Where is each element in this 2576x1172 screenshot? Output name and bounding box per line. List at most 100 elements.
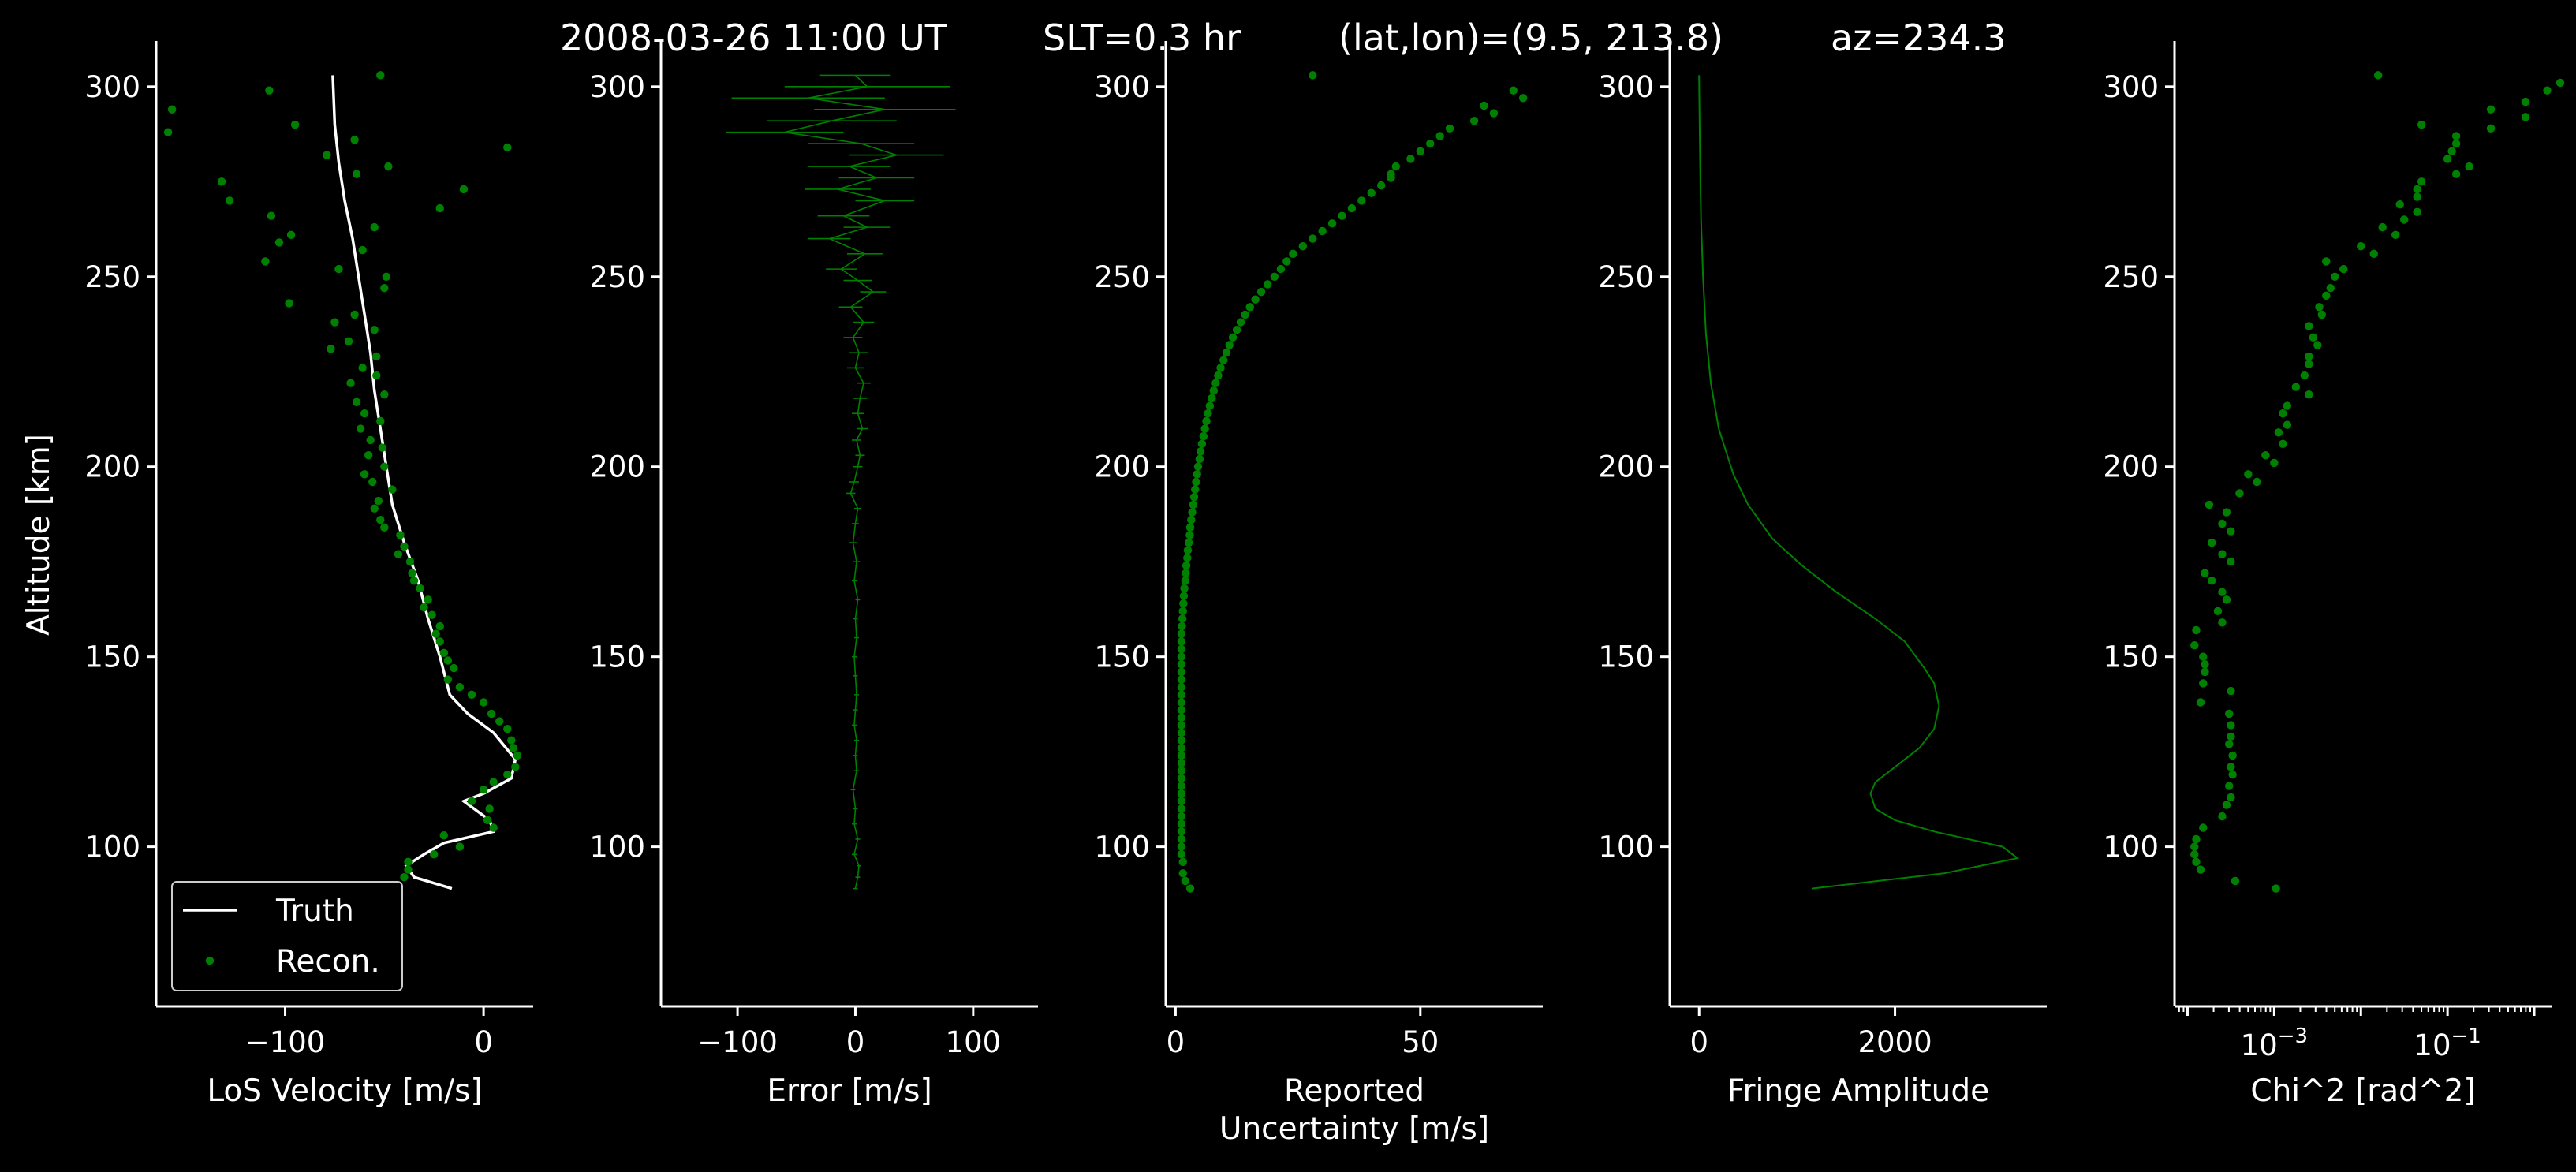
chart-panel-1: 100 150 200 250 300 −100 0 LoS Velocity [m/s] Al… (21, 41, 533, 1109)
data-point (2413, 192, 2421, 201)
y-tick-label: 150 (84, 640, 140, 674)
data-point (2451, 132, 2461, 140)
y-axis-label: Altitude [km] (21, 434, 57, 636)
data-point (2391, 230, 2400, 239)
data-point (439, 830, 448, 840)
data-point (2213, 607, 2223, 616)
data-point (1177, 728, 1186, 737)
data-point (217, 177, 226, 186)
data-point (405, 557, 415, 566)
y-tick-label: 200 (2103, 450, 2159, 484)
data-point (2279, 439, 2287, 449)
data-point (360, 409, 369, 418)
x-axis-label: Fringe Amplitude (1727, 1073, 1989, 1109)
data-point (1327, 219, 1337, 228)
data-point (2227, 763, 2235, 771)
y-tick-label: 150 (1094, 640, 1150, 674)
data-point (1289, 249, 1297, 259)
data-point (479, 698, 488, 707)
data-point (416, 584, 424, 593)
data-point (485, 804, 494, 813)
data-point (1445, 124, 1454, 133)
data-point (487, 709, 496, 719)
data-point (1214, 371, 1223, 380)
data-point (489, 823, 498, 832)
y-tick-label: 200 (84, 450, 140, 484)
data-point (2201, 569, 2209, 577)
x-axis-label: Uncertainty [m/s] (1219, 1111, 1489, 1147)
data-point (267, 211, 276, 220)
data-point (352, 170, 361, 178)
data-point (1177, 819, 1186, 828)
data-point (1189, 500, 1197, 509)
data-point (1509, 86, 1518, 95)
data-point (1205, 401, 1215, 410)
data-point (435, 203, 444, 213)
data-point (2222, 801, 2231, 809)
data-point (380, 284, 389, 293)
x-tick-label: 0 (1689, 1025, 1708, 1059)
data-point (400, 872, 409, 882)
x-axis-label: LoS Velocity [m/s] (207, 1073, 482, 1109)
data-point (2543, 86, 2552, 95)
data-point (455, 683, 465, 692)
y-tick-label: 100 (1094, 830, 1150, 864)
data-point (2331, 272, 2339, 281)
data-point (265, 86, 274, 95)
data-point (489, 778, 498, 786)
data-point (382, 272, 391, 281)
data-point (2486, 124, 2496, 133)
data-point (1192, 477, 1200, 487)
data-point (2291, 383, 2301, 391)
y-tick-label: 300 (2103, 70, 2159, 104)
data-point (372, 371, 381, 380)
data-point (285, 299, 293, 308)
data-point (2315, 303, 2324, 312)
data-point (1245, 303, 1254, 312)
title-latlon: (lat,lon)=(9.5, 213.8) (1338, 17, 1723, 59)
data-point (2322, 257, 2331, 266)
data-point (334, 264, 343, 274)
data-point (1347, 203, 1357, 213)
data-point (1177, 652, 1186, 661)
data-point (1469, 116, 1479, 125)
data-point (2451, 170, 2461, 178)
data-point (1406, 155, 1415, 163)
legend-recon-label: Recon. (276, 944, 380, 980)
data-point (2225, 782, 2234, 790)
data-point (408, 569, 416, 577)
data-point (1179, 592, 1189, 600)
data-point (2555, 78, 2565, 88)
data-point (384, 162, 393, 171)
data-point (1263, 280, 1272, 289)
data-point (2326, 284, 2335, 293)
x-tick-label: −100 (697, 1025, 778, 1059)
data-point (394, 550, 403, 558)
data-point (2227, 527, 2235, 536)
data-point (1256, 287, 1266, 297)
data-point (1178, 614, 1187, 623)
data-point (503, 770, 512, 779)
data-point (1177, 759, 1186, 767)
data-point (2283, 420, 2292, 429)
y-tick-label: 100 (84, 830, 140, 864)
data-point (1177, 789, 1186, 798)
chart-panel-4: 100 150 200 250 300 0 2000 Fringe Amplitude (1598, 41, 2047, 1109)
chart-panel-2: 100 150 200 250 300 −100 0 100 Error [m/s] (589, 41, 1038, 1109)
data-point (1200, 424, 1209, 433)
data-point (1181, 577, 1190, 585)
data-point (1204, 409, 1212, 418)
data-point (1211, 379, 1220, 387)
data-point (2231, 876, 2240, 886)
data-point (396, 531, 405, 539)
data-point (1185, 884, 1195, 893)
data-point (2413, 207, 2421, 217)
data-point (1178, 857, 1187, 867)
data-point (2339, 264, 2348, 274)
data-point (1178, 607, 1187, 616)
data-point (388, 485, 397, 494)
data-point (1193, 470, 1201, 479)
x-tick-label: 50 (1402, 1025, 1439, 1059)
y-tick-label: 250 (84, 260, 140, 294)
data-point (1435, 132, 1444, 140)
